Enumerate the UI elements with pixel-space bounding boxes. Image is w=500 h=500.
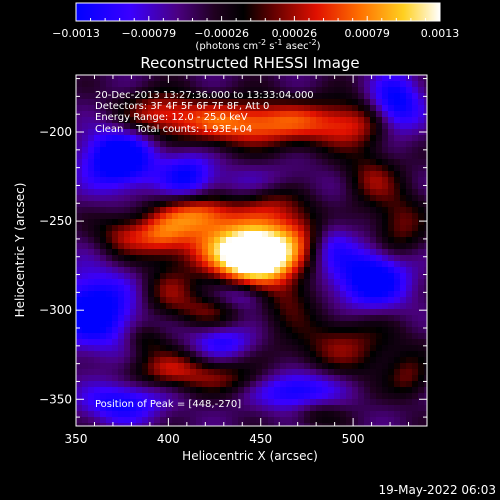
info-annotations: 20-Dec-2013 13:27:36.000 to 13:33:04.000… [95, 90, 314, 135]
peak-position-label: Position of Peak = [448,-270] [95, 399, 241, 410]
colorbar-units-label: (photons cm-2 s-1 asec-2) [195, 38, 320, 52]
x-tick-label: 450 [249, 432, 272, 446]
footer-timestamp: 19-May-2022 06:03 [379, 483, 496, 497]
x-tick-label: 400 [157, 432, 180, 446]
x-tick-label: 500 [342, 432, 365, 446]
colorbar-units-part: -2 [309, 38, 317, 47]
colorbar-tick-label: 0.0013 [421, 27, 460, 40]
y-axis: −200 −250 −300 −350 [39, 78, 427, 418]
colorbar-units-part: ) [317, 41, 321, 52]
colorbar-units-part: asec [283, 41, 309, 52]
y-axis-label: Heliocentric Y (arcsec) [13, 183, 27, 318]
colorbar-ticks: −0.0013 −0.00079 −0.00026 0.00026 0.00079 0.0… [52, 16, 459, 40]
colorbar-units-part: s [266, 41, 274, 52]
colorbar: −0.0013 −0.00079 −0.00026 0.00026 0.00079 0.0… [52, 2, 459, 52]
chart-title: Reconstructed RHESSI Image [140, 54, 359, 72]
annotation-line: Energy Range: 12.0 - 25.0 keV [95, 112, 248, 123]
colorbar-gradient [75, 2, 441, 22]
y-tick-label: −250 [39, 214, 72, 228]
colorbar-tick-label: −0.00026 [194, 27, 249, 40]
x-tick-label: 350 [65, 432, 88, 446]
colorbar-units-part: -2 [258, 38, 266, 47]
heatmap-image [76, 75, 428, 427]
y-tick-label: −300 [39, 303, 72, 317]
annotation-line: Clean Total counts: 1.93E+04 [95, 124, 252, 135]
plot-frame [75, 74, 428, 427]
colorbar-units-part: (photons cm [195, 41, 258, 52]
x-axis: 350 400 450 500 [65, 75, 428, 446]
colorbar-tick-label: 0.00026 [272, 27, 318, 40]
colorbar-tick-label: −0.0013 [52, 27, 100, 40]
y-tick-label: −350 [39, 392, 72, 406]
annotation-line: Detectors: 3F 4F 5F 6F 7F 8F, Att 0 [95, 101, 269, 112]
colorbar-tick-label: −0.00079 [121, 27, 176, 40]
colorbar-tick-label: 0.00079 [344, 27, 390, 40]
x-axis-label: Heliocentric X (arcsec) [182, 449, 318, 463]
y-tick-label: −200 [39, 125, 72, 139]
colorbar-units-part: -1 [275, 38, 283, 47]
annotation-line: 20-Dec-2013 13:27:36.000 to 13:33:04.000 [95, 90, 314, 101]
